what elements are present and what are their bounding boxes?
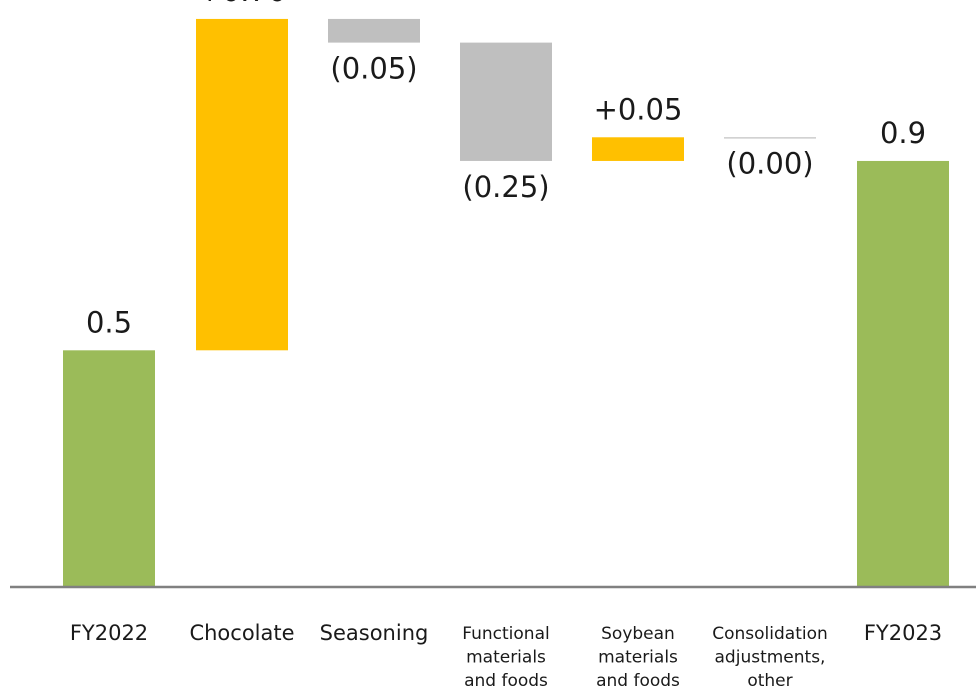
bar-2 [196,18,288,351]
bar-7 [857,160,949,588]
category-label-5-line-2: materials [598,648,678,668]
bar-3 [328,18,420,43]
bars-group [63,18,949,588]
bar-1 [63,350,155,587]
category-label-2: Chocolate [189,621,294,645]
bar-5 [592,137,684,161]
category-labels-group: FY2022 Chocolate Seasoning Functional materi… [70,621,942,691]
data-label-4: (0.25) [462,170,549,204]
bar-4 [460,42,552,161]
category-label-5-line-1: Soybean [601,624,675,644]
data-label-3: (0.05) [330,52,417,86]
category-label-5-line-3: and foods [596,671,680,691]
data-labels-group: 0.5 +0.70 (0.05) (0.25) +0.05 (0.00) 0.9 [86,0,926,339]
category-label-4-line-2: materials [466,648,546,668]
bar-6 [724,137,816,139]
category-label-4-line-1: Functional [462,624,549,644]
category-label-3: Seasoning [320,621,429,645]
category-label-4-line-3: and foods [464,671,548,691]
data-label-6: (0.00) [726,146,813,180]
data-label-2: +0.70 [198,0,287,8]
data-label-1: 0.5 [86,305,132,339]
category-label-1: FY2022 [70,621,148,645]
category-label-6-line-2: adjustments, [715,648,826,668]
category-label-6-line-1: Consolidation [712,624,828,644]
category-label-7: FY2023 [864,621,942,645]
category-label-6-line-3: other [747,671,792,691]
data-label-7: 0.9 [880,116,926,150]
data-label-5: +0.05 [594,92,683,126]
